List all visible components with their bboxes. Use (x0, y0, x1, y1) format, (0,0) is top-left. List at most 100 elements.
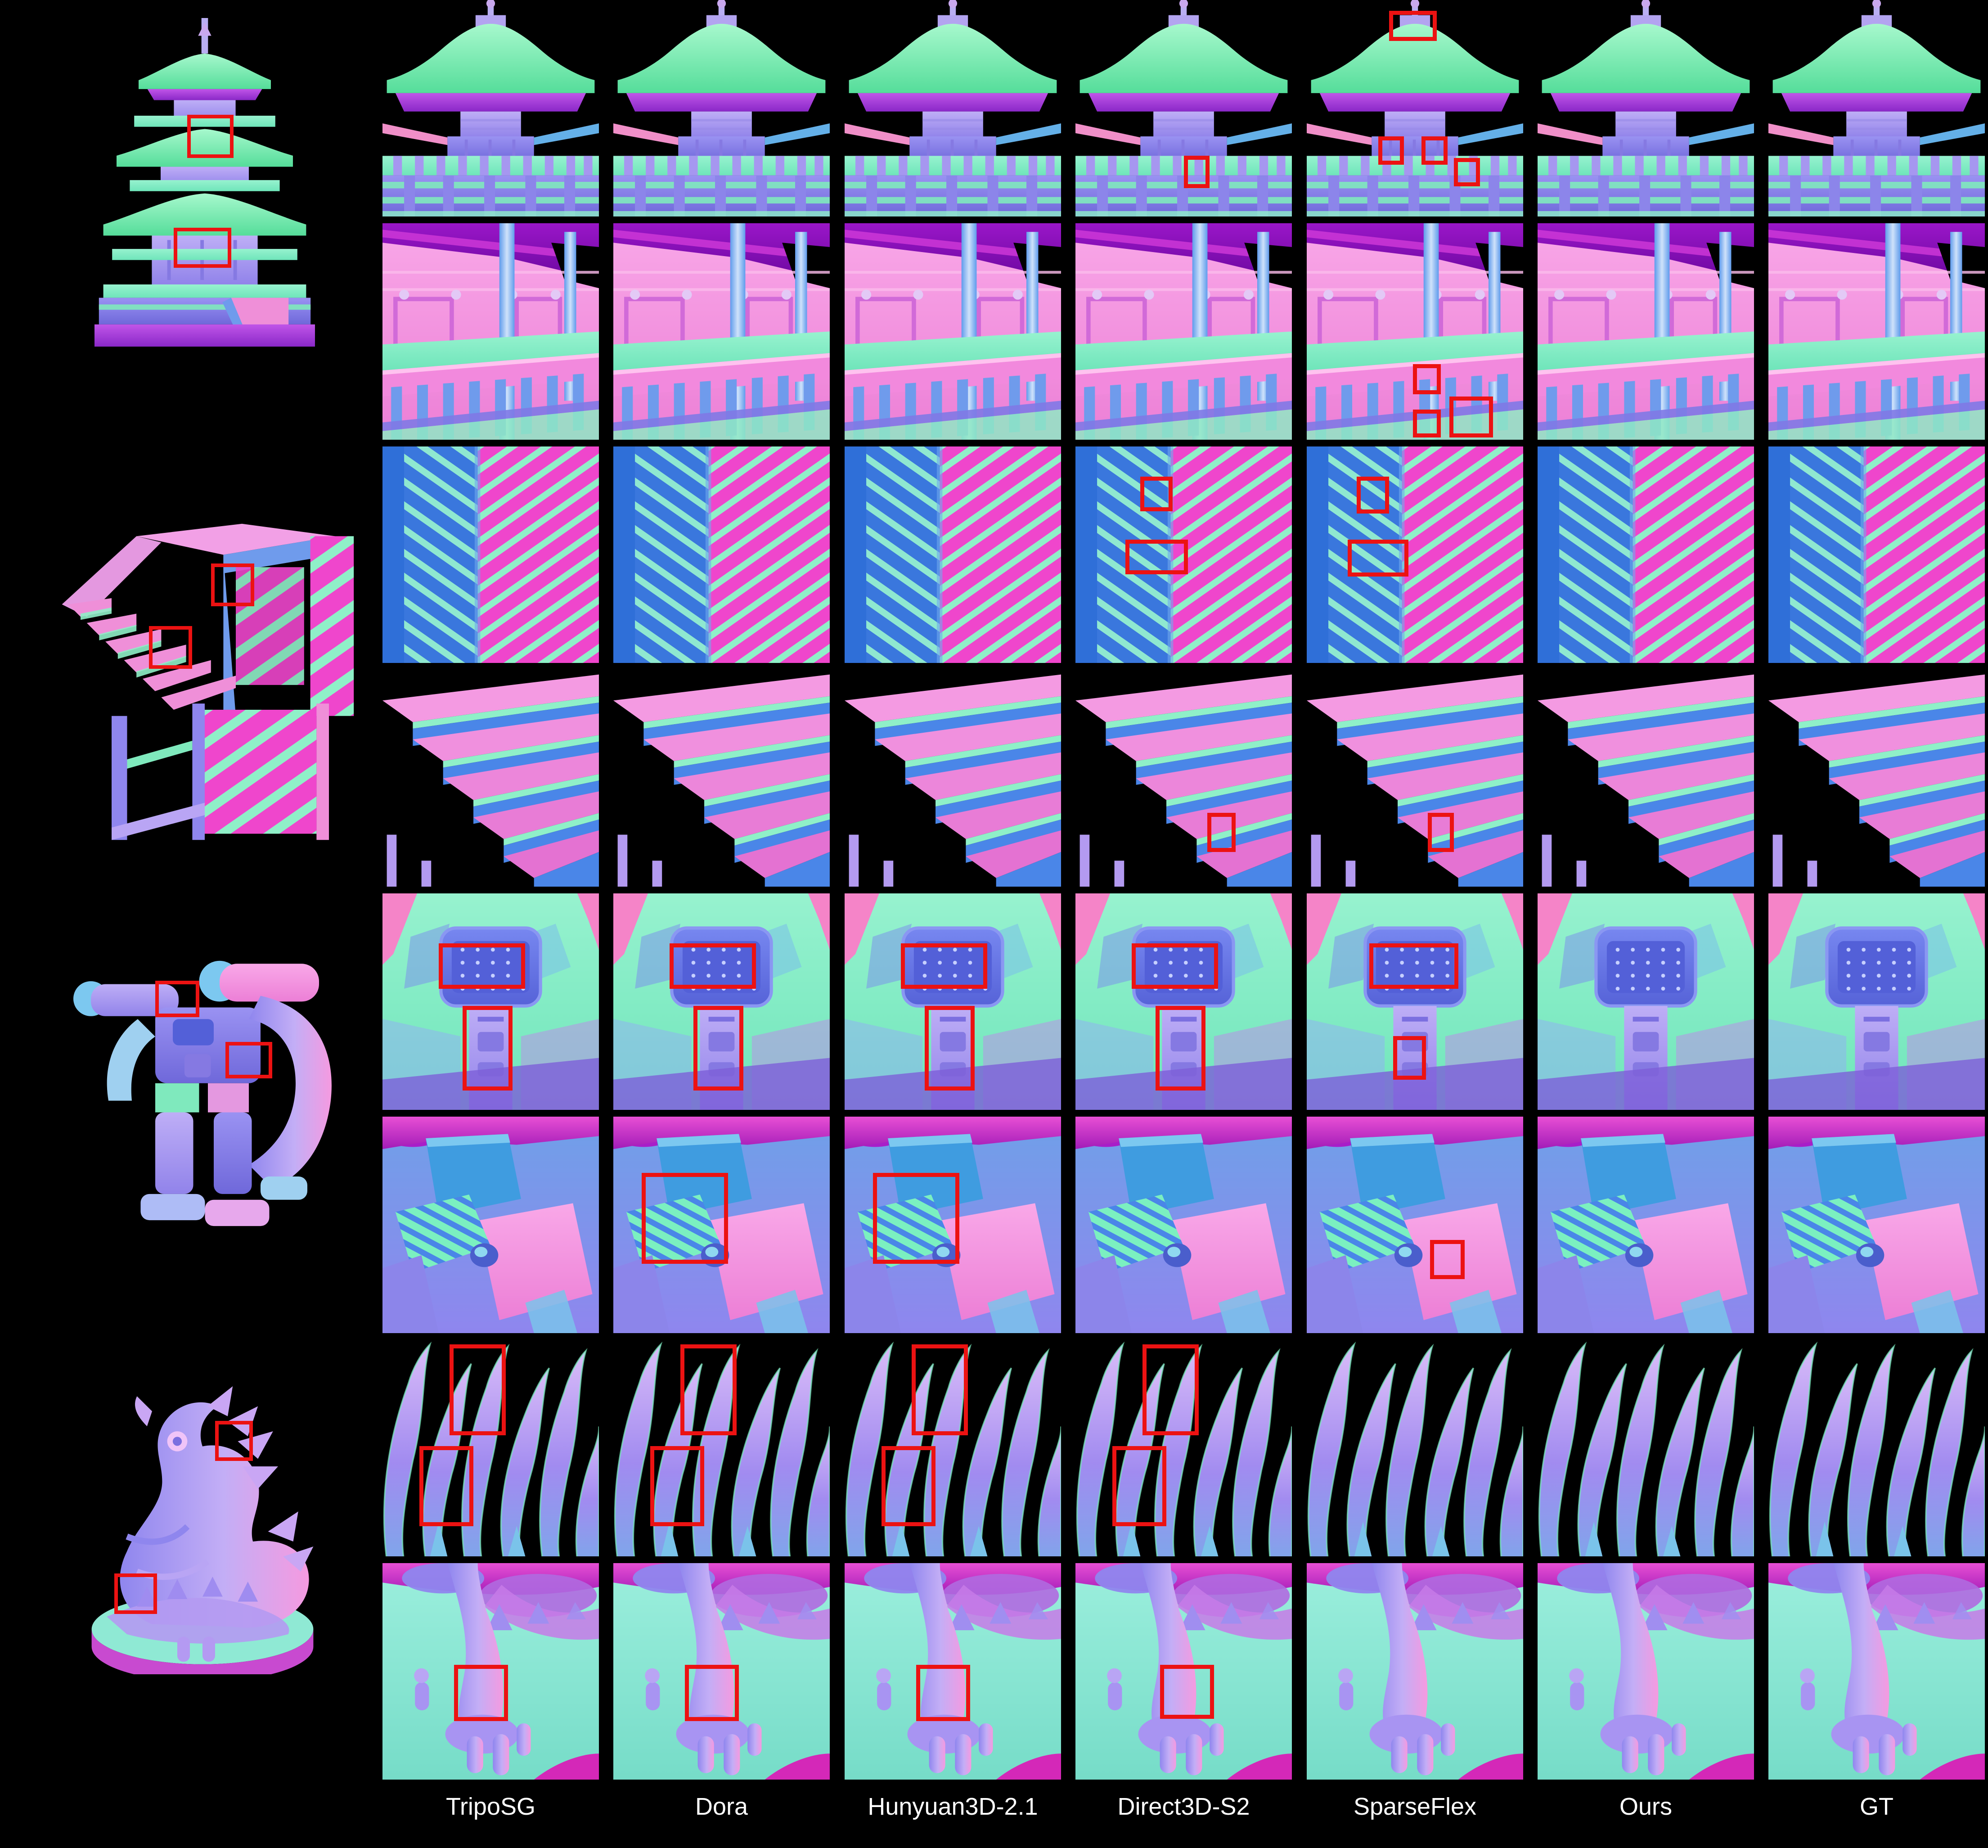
highlight-box (670, 943, 756, 989)
crop-SparseFlex-row7 (1307, 1340, 1523, 1556)
crop-GT-row5 (1768, 893, 1985, 1110)
crop-Ours-row7 (1538, 1340, 1754, 1556)
reference-object-staircase-frame-house (49, 518, 360, 846)
crop-Direct3D-S2-row8 (1075, 1563, 1292, 1780)
highlight-box (901, 943, 988, 989)
highlight-box (1412, 409, 1441, 438)
normal-map-render (1768, 1340, 1985, 1556)
normal-map-render (1538, 1563, 1754, 1780)
highlight-box (680, 1344, 737, 1435)
highlight-box (1183, 156, 1210, 189)
normal-map-render (613, 670, 830, 887)
highlight-box (1378, 136, 1404, 165)
normal-map-render (613, 223, 830, 440)
highlight-box (1369, 943, 1458, 989)
crop-Hunyuan3D-2.1-row5 (845, 893, 1061, 1110)
normal-map-render (613, 446, 830, 663)
reference-object-pagoda-temple (94, 18, 315, 351)
normal-map-render (1538, 893, 1754, 1110)
crop-Hunyuan3D-2.1-row4 (845, 670, 1061, 887)
normal-map-render (1307, 670, 1523, 887)
method-label-gt: GT (1860, 1793, 1894, 1820)
highlight-box (1356, 477, 1389, 514)
highlight-box (693, 1006, 743, 1091)
normal-map-render (845, 0, 1061, 216)
method-label-direct3d-s2: Direct3D-S2 (1117, 1793, 1250, 1820)
crop-Direct3D-S2-row7 (1075, 1340, 1292, 1556)
crop-TripoSG-row5 (382, 893, 599, 1110)
crop-SparseFlex-row6 (1307, 1117, 1523, 1333)
crop-SparseFlex-row2 (1307, 223, 1523, 440)
highlight-box (641, 1173, 728, 1264)
method-label-sparseflex: SparseFlex (1353, 1793, 1477, 1820)
method-label-dora: Dora (695, 1793, 748, 1820)
crop-Dora-row6 (613, 1117, 830, 1333)
crop-Direct3D-S2-row1 (1075, 0, 1292, 216)
crop-Direct3D-S2-row4 (1075, 670, 1292, 887)
normal-map-render (94, 18, 315, 351)
highlight-box (187, 114, 234, 158)
highlight-box (873, 1173, 959, 1264)
crop-TripoSG-row1 (382, 0, 599, 216)
crop-Dora-row4 (613, 670, 830, 887)
highlight-box (450, 1344, 506, 1435)
highlight-box (211, 563, 255, 607)
crop-TripoSG-row4 (382, 670, 599, 887)
crop-Ours-row4 (1538, 670, 1754, 887)
highlight-box (1207, 813, 1236, 852)
highlight-box (1428, 813, 1454, 852)
highlight-box (462, 1006, 513, 1091)
highlight-box (1160, 1665, 1214, 1719)
highlight-box (916, 1665, 970, 1722)
crop-Hunyuan3D-2.1-row8 (845, 1563, 1061, 1780)
normal-map-render (1538, 446, 1754, 663)
normal-map-render (1538, 1117, 1754, 1333)
crop-Dora-row8 (613, 1563, 830, 1780)
crop-GT-row7 (1768, 1340, 1985, 1556)
normal-map-render (1768, 670, 1985, 887)
crop-Dora-row5 (613, 893, 830, 1110)
crop-Ours-row1 (1538, 0, 1754, 216)
normal-map-render (845, 446, 1061, 663)
normal-map-render (1538, 0, 1754, 216)
crop-TripoSG-row6 (382, 1117, 599, 1333)
crop-Direct3D-S2-row5 (1075, 893, 1292, 1110)
normal-map-render (1768, 1117, 1985, 1333)
crop-Hunyuan3D-2.1-row6 (845, 1117, 1061, 1333)
normal-map-render (1307, 1340, 1523, 1556)
crop-TripoSG-row2 (382, 223, 599, 440)
crop-Dora-row7 (613, 1340, 830, 1556)
crop-GT-row6 (1768, 1117, 1985, 1333)
crop-Direct3D-S2-row6 (1075, 1117, 1292, 1333)
highlight-box (1142, 1344, 1199, 1435)
normal-map-render (1538, 1340, 1754, 1556)
crop-GT-row2 (1768, 223, 1985, 440)
crop-Hunyuan3D-2.1-row1 (845, 0, 1061, 216)
crop-Hunyuan3D-2.1-row2 (845, 223, 1061, 440)
crop-Hunyuan3D-2.1-row3 (845, 446, 1061, 663)
highlight-box (1449, 396, 1493, 438)
highlight-box (1125, 539, 1188, 574)
normal-map-render (1538, 223, 1754, 440)
crop-Hunyuan3D-2.1-row7 (845, 1340, 1061, 1556)
highlight-box (114, 1573, 157, 1614)
crop-TripoSG-row3 (382, 446, 599, 663)
crop-SparseFlex-row3 (1307, 446, 1523, 663)
crop-Dora-row3 (613, 446, 830, 663)
highlight-box (1393, 1036, 1426, 1080)
normal-map-render (1768, 223, 1985, 440)
crop-Dora-row2 (613, 223, 830, 440)
method-label-hunyuan3d: Hunyuan3D-2.1 (868, 1793, 1038, 1820)
crop-GT-row8 (1768, 1563, 1985, 1780)
crop-Ours-row3 (1538, 446, 1754, 663)
highlight-box (684, 1665, 739, 1722)
crop-Direct3D-S2-row2 (1075, 223, 1292, 440)
crop-GT-row1 (1768, 0, 1985, 216)
normal-map-render (1768, 893, 1985, 1110)
normal-map-render (1307, 1117, 1523, 1333)
highlight-box (155, 980, 199, 1018)
highlight-box (1421, 136, 1448, 165)
crop-TripoSG-row8 (382, 1563, 599, 1780)
crop-SparseFlex-row5 (1307, 893, 1523, 1110)
highlight-box (1112, 1446, 1167, 1526)
